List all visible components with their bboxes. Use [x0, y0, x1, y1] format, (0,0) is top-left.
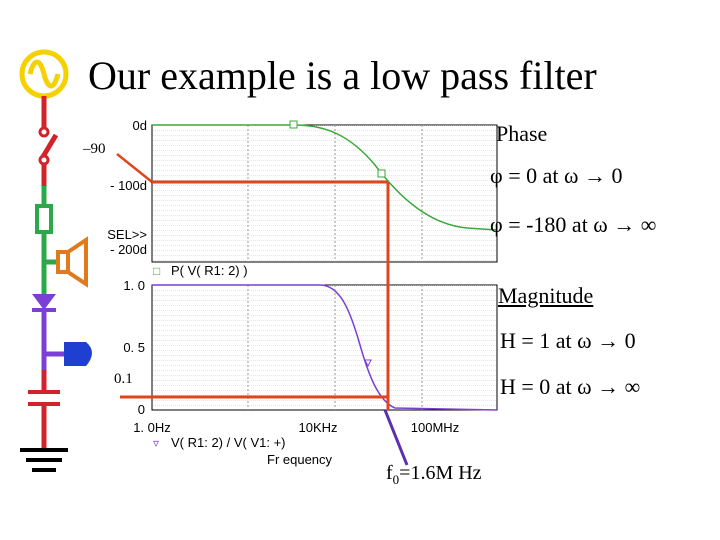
point-one-label: 0.1	[114, 371, 133, 387]
magnitude-legend: V( R1: 2) / V( V1: +)	[171, 435, 286, 450]
phase-heading: Phase	[496, 121, 548, 146]
phase-panel	[151, 120, 498, 263]
magnitude-tick: 0. 5	[123, 340, 145, 355]
magnitude-heading: Magnitude	[498, 283, 594, 308]
phase-legend: P( V( R1: 2) )	[171, 263, 248, 278]
phase-curve	[152, 124, 498, 231]
phase-note-2: φ = -180 at ω → ∞	[490, 212, 657, 237]
ground-icon	[20, 448, 68, 472]
transistor-icon	[41, 342, 92, 390]
x-tick: 100MHz	[411, 420, 459, 435]
speaker-icon	[44, 236, 88, 288]
switch-icon	[38, 126, 59, 166]
minus90-label: –90	[83, 141, 106, 157]
diode-icon	[32, 294, 56, 354]
magnitude-tick: 0	[138, 402, 145, 417]
x-tick: 10KHz	[298, 420, 337, 435]
x-axis-label: Fr equency	[267, 452, 333, 467]
cutoff-marker-lines	[120, 180, 390, 410]
magnitude-note-1: H = 1 at ω → 0	[500, 328, 636, 353]
ac-source-icon	[19, 49, 69, 99]
phase-note-1: φ = 0 at ω → 0	[490, 163, 623, 188]
magnitude-panel	[151, 284, 498, 411]
magnitude-tick: 1. 0	[123, 278, 145, 293]
phase-tick: 0d	[133, 118, 147, 133]
minus90-pointer	[116, 153, 153, 183]
f0-pointer	[383, 409, 409, 466]
x-tick: 1. 0Hz	[133, 420, 171, 435]
bode-plot: 0d - 100d SEL>> - 200d □ P( V( R1: 2) ) …	[107, 118, 498, 467]
resistor-icon	[35, 186, 53, 262]
circuit-symbols-strip	[19, 49, 92, 472]
magnitude-curve	[152, 284, 498, 411]
magnitude-legend-marker: ▿	[153, 436, 159, 450]
capacitor-icon	[28, 370, 60, 448]
slide-title: Our example is a low pass filter	[88, 53, 597, 98]
phase-tick: - 200d	[110, 242, 147, 257]
magnitude-note-2: H = 0 at ω → ∞	[500, 374, 641, 399]
cutoff-frequency-label: f0=1.6M Hz	[386, 462, 482, 487]
phase-tick: SEL>>	[107, 227, 147, 242]
phase-tick: - 100d	[110, 178, 147, 193]
phase-legend-marker: □	[153, 264, 160, 278]
